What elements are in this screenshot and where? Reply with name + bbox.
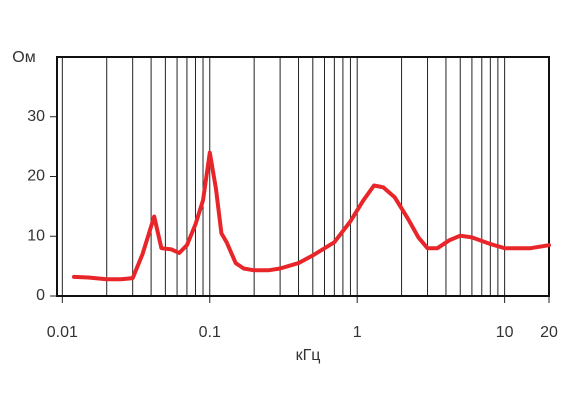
- y-axis-label: Ом: [12, 49, 35, 66]
- y-tick-label: 30: [27, 108, 45, 125]
- y-tick-label: 20: [27, 168, 45, 185]
- y-tick-label: 0: [36, 287, 45, 304]
- x-tick-label: 0.01: [47, 324, 78, 341]
- data-line: [72, 150, 551, 282]
- plot-frame: [56, 56, 550, 297]
- x-tick-label: 20: [540, 324, 558, 341]
- y-tick-label: 10: [27, 227, 45, 244]
- x-tick-label: 10: [496, 324, 514, 341]
- x-tick-label: 1: [353, 324, 362, 341]
- x-axis-label: кГц: [296, 347, 321, 364]
- x-tick-label: 0.1: [199, 324, 221, 341]
